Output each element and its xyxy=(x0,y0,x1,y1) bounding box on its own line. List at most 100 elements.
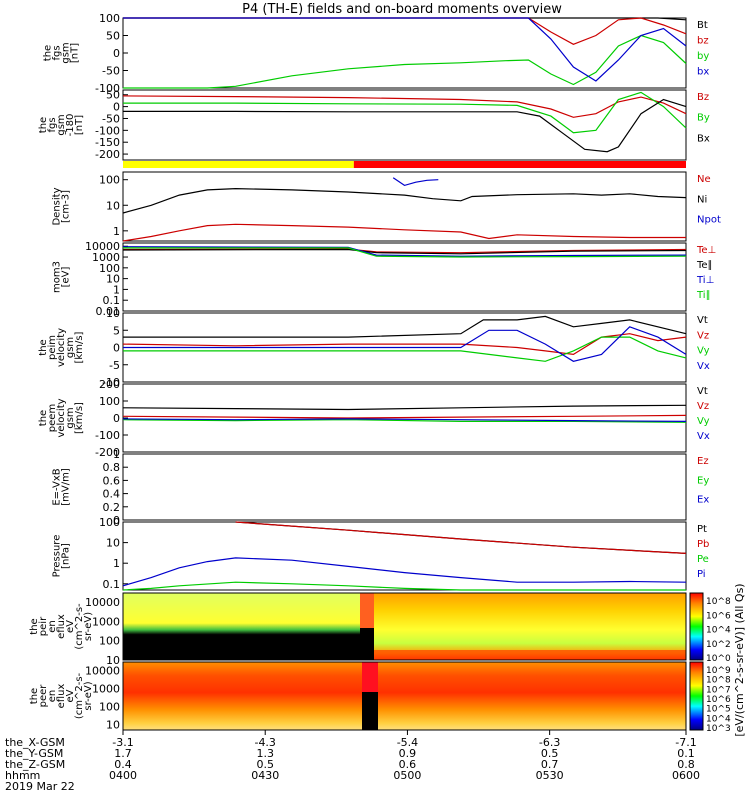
y-tick-label: 1 xyxy=(113,448,120,461)
y-tick-label: 0.1 xyxy=(103,578,121,591)
series-line-By xyxy=(123,91,687,134)
y-tick-label: 100 xyxy=(99,174,120,187)
series-line-Ti∥ xyxy=(123,247,687,258)
x-row-label-z-gsm: the_Z-GSM xyxy=(5,758,65,771)
legend-entry: Vz xyxy=(697,330,709,341)
peir-spectrogram-data-gap xyxy=(360,628,374,660)
x-tick-label: 0530 xyxy=(536,769,564,782)
x-row-label-hhmm: hhmm xyxy=(5,769,40,782)
series-line-Pb xyxy=(235,521,687,554)
series-line-Vy xyxy=(122,419,687,423)
x-row-label-y-gsm: the_Y-GSM xyxy=(5,747,63,760)
y-axis-label-line: peim xyxy=(47,335,58,360)
y-tick-label: 100 xyxy=(99,635,120,648)
y-tick-label: 10 xyxy=(106,307,120,320)
panel-frame xyxy=(122,242,687,312)
y-tick-label: 1 xyxy=(113,557,120,570)
y-tick-label: 1 xyxy=(113,283,120,296)
panel-frame xyxy=(122,17,687,89)
y-axis-label-line: gsm xyxy=(61,42,72,63)
colorbar-tick-label: 10^8 xyxy=(706,676,731,686)
y-axis-label-line: fgs xyxy=(52,45,63,60)
y-tick-label: 0.1 xyxy=(103,294,121,307)
x-tick-label: 0600 xyxy=(672,769,700,782)
peer-colorbar xyxy=(689,661,704,731)
series-line-Pe xyxy=(122,581,686,591)
y-tick-label: 50 xyxy=(106,30,120,43)
series-line-Vt xyxy=(122,404,687,411)
series-line-by xyxy=(123,34,687,89)
y-tick-label: 10 xyxy=(106,537,120,550)
mode-bar-segment xyxy=(353,161,686,168)
peer-spectrogram-transition-band xyxy=(362,662,378,692)
y-axis-label-line: en xyxy=(47,620,58,633)
x-tick-label: 0430 xyxy=(251,769,279,782)
mode-bar-segment xyxy=(123,161,354,168)
legend-entry: Ex xyxy=(697,495,709,506)
spectrogram-frame xyxy=(122,661,687,731)
y-axis-label-line: gsm xyxy=(65,337,76,358)
y-tick-label: 0.8 xyxy=(103,461,121,474)
legend-entry: Pt xyxy=(697,524,707,535)
colorbar-tick-label: 10^9 xyxy=(706,666,731,676)
y-axis-label-line: E=-VxB xyxy=(52,468,63,505)
x-tick-label: 1.7 xyxy=(114,747,132,760)
y-axis-label-line: [nT] xyxy=(74,115,85,135)
y-axis-label-line: gsm xyxy=(56,114,67,135)
legend-entry: Te⊥ xyxy=(696,245,716,256)
x-tick-label: 0.5 xyxy=(256,758,274,771)
y-axis-label-line: en xyxy=(47,690,58,703)
legend-entry: Te∥ xyxy=(696,260,713,271)
legend-entry: Vx xyxy=(697,431,710,442)
legend-entry: bx xyxy=(697,67,709,78)
legend-entry: Ni xyxy=(697,194,707,205)
y-axis-label-line: [eV] xyxy=(61,267,72,288)
x-tick-label: -6.3 xyxy=(539,736,560,749)
y-tick-label: 0 xyxy=(113,514,120,527)
series-line-Vz xyxy=(122,414,687,419)
y-axis-label-line: gsm xyxy=(65,407,76,428)
y-axis-label-line: the xyxy=(38,410,49,426)
series-line-Vz xyxy=(122,333,687,356)
series-line-Bz xyxy=(122,95,687,118)
colorbar-tick-label: 10^6 xyxy=(706,695,731,705)
colorbar-tick-label: 10^4 xyxy=(706,714,731,724)
legend-entry: Vt xyxy=(697,386,708,397)
y-axis-label-line: eV xyxy=(65,620,76,633)
legend-entry: Pb xyxy=(697,539,709,550)
x-tick-label: 1.3 xyxy=(256,747,274,760)
y-tick-label: 0.4 xyxy=(103,488,121,501)
y-tick-label: 0.6 xyxy=(103,474,121,487)
y-axis-label-line: Pressure xyxy=(52,535,63,578)
y-tick-label: 200 xyxy=(99,378,120,391)
x-tick-label: 0.9 xyxy=(399,747,417,760)
panel-frame xyxy=(122,89,687,161)
y-tick-label: 10 xyxy=(106,654,120,667)
series-line-bx xyxy=(123,17,687,82)
y-tick-label: -100 xyxy=(95,429,120,442)
y-axis-label-line: peir xyxy=(38,616,49,636)
legend-entry: Ez xyxy=(697,456,709,467)
legend-entry: Vx xyxy=(697,361,710,372)
panel-frame xyxy=(122,453,687,521)
y-axis-label-line: eflux xyxy=(56,614,67,639)
legend-entry: Pe xyxy=(697,554,709,565)
x-tick-label: -4.3 xyxy=(254,736,275,749)
y-tick-label: -100 xyxy=(95,124,120,137)
y-axis-label-line: peer xyxy=(38,684,49,708)
y-tick-label: -150 xyxy=(95,136,120,149)
legend-entry: Bt xyxy=(697,20,708,31)
series-line-bz xyxy=(123,17,687,45)
y-tick-label: 1000 xyxy=(92,251,120,264)
y-tick-label: 0 xyxy=(113,412,120,425)
colorbar-tick-label: 10^3 xyxy=(706,724,731,734)
y-axis-label-line: the xyxy=(43,45,54,61)
x-tick-label: 0.6 xyxy=(399,758,417,771)
y-axis-label-line: the xyxy=(38,339,49,355)
y-tick-label: -10 xyxy=(102,376,120,389)
peir-spectrogram-slow-survey-block xyxy=(123,593,360,660)
peer-spectrogram-data-gap xyxy=(362,692,378,730)
y-tick-label: 10 xyxy=(106,273,120,286)
peer-spectrogram-background xyxy=(123,662,686,730)
